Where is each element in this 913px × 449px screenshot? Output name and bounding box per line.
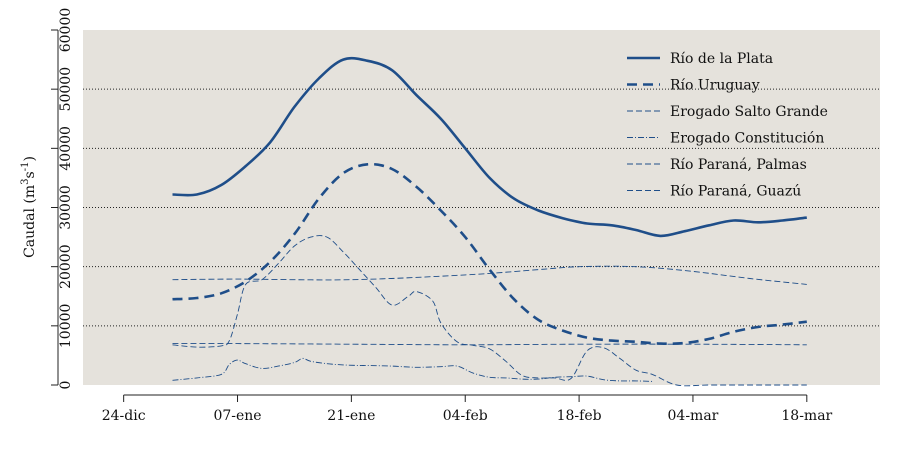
legend-label-2: Erogado Salto Grande — [670, 104, 828, 120]
y-axis-label: Caudal (m3s-1) — [20, 156, 38, 258]
grid-lines — [83, 88, 880, 327]
legend: Río de la Plata Río Uruguay Erogado Salto … — [627, 51, 828, 200]
legend-label-0: Río de la Plata — [670, 51, 773, 67]
x-tick-label: 04-mar — [668, 408, 719, 424]
y-tick-label: 60000 — [58, 8, 74, 53]
legend-label-4: Río Paraná, Palmas — [670, 157, 807, 173]
series-line-0 — [172, 56, 807, 238]
y-tick-label: 40000 — [58, 126, 74, 171]
legend-label-1: Río Uruguay — [670, 78, 760, 94]
x-tick-label: 18-mar — [781, 408, 832, 424]
x-tick-label: 07-ene — [213, 408, 261, 424]
series-line-3 — [172, 357, 653, 382]
plot-background — [83, 30, 880, 385]
y-tick-label: 20000 — [58, 244, 74, 289]
series-lines — [172, 56, 807, 387]
y-tick-label: 50000 — [58, 67, 74, 112]
x-tick-label: 21-ene — [327, 408, 375, 424]
series-line-2 — [172, 265, 807, 285]
series-line-5 — [172, 235, 807, 387]
x-tick-label: 18-feb — [557, 408, 602, 424]
y-tick-label: 30000 — [58, 185, 74, 230]
y-tick-label: 0 — [58, 381, 74, 390]
y-tick-label: 10000 — [58, 304, 74, 349]
axes: 0 10000 20000 30000 40000 50000 60000 24-dic 07-… — [51, 8, 833, 424]
x-tick-label: 04-feb — [443, 408, 488, 424]
series-line-1 — [172, 162, 807, 346]
x-tick-label: 24-dic — [102, 408, 146, 424]
legend-label-3: Erogado Constitución — [670, 131, 824, 147]
legend-label-5: Río Paraná, Guazú — [670, 184, 801, 200]
